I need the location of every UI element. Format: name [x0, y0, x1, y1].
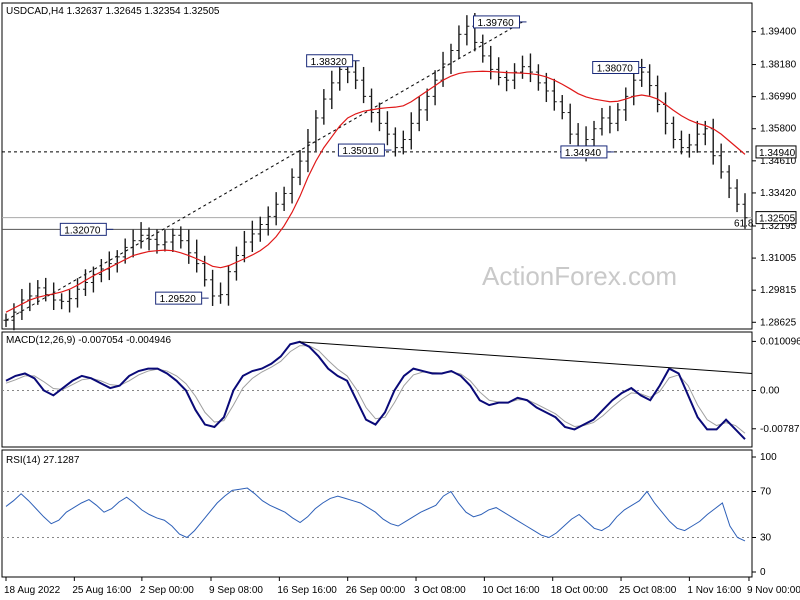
rsi-tick-label: 0: [760, 567, 766, 578]
current-price-tag-box: [755, 211, 797, 225]
time-tick-label: 3 Oct 08:00: [414, 585, 466, 596]
time-tick-label: 18 Oct 00:00: [551, 585, 609, 596]
time-tick-label: 2 Sep 00:00: [140, 585, 194, 596]
macd-signal-line: [5, 345, 746, 434]
current-price-tag-label: 1.32505: [759, 214, 796, 225]
price-axis: 1.39400 1.38180 1.36990 1.35800 1.34610 1.334…: [752, 27, 797, 328]
rsi-line: [5, 487, 746, 542]
time-tick-label: 10 Oct 16:00: [482, 585, 540, 596]
price-annotation-label: 1.38320: [311, 57, 348, 68]
level-tag-label: 1.34940: [759, 148, 796, 159]
price-annotation-label: 1.32070: [64, 225, 101, 236]
time-tick-label: 18 Aug 2022: [4, 585, 61, 596]
macd-title: MACD(12,26,9) -0.007054 -0.004946: [6, 335, 172, 346]
time-tick-label: 16 Sep 16:00: [277, 585, 337, 596]
price-tick-label: 1.36990: [760, 92, 797, 103]
level-tag-box: [755, 145, 797, 159]
time-tick-label: 25 Aug 16:00: [72, 585, 131, 596]
price-annotations: 1.39760 1.38320 1.38070 1.35010 1.34940 1.320…: [59, 15, 646, 305]
price-tick-label: 1.29815: [760, 285, 797, 296]
rsi-panel-frame: [1, 449, 753, 578]
time-tick-label: 1 Nov 16:00: [687, 585, 741, 596]
rsi-line: [5, 487, 746, 542]
price-annotation-box: [59, 222, 107, 236]
macd-panel-frame: [1, 331, 753, 448]
rsi-tick-label: 30: [760, 533, 772, 544]
macd-tick-label: 0.00: [760, 386, 780, 397]
macd-tick-label: 0.010096: [760, 336, 800, 347]
macd-main-line: [5, 340, 746, 440]
rsi-axis: 100 70 30 0: [2, 452, 777, 578]
macd-lines: [5, 340, 753, 440]
rsi-tick-label: 70: [760, 487, 772, 498]
price-tick-label: 1.32195: [760, 221, 797, 232]
time-tick-label: 9 Sep 08:00: [209, 585, 263, 596]
price-annotation-label: 1.38070: [597, 64, 634, 75]
macd-tick-label: -0.00787: [760, 424, 800, 435]
fib-label: 61.8: [734, 218, 754, 229]
moving-average: [5, 70, 746, 313]
time-tick-label: 9 Nov 00:00: [747, 585, 800, 596]
price-title: USDCAD,H4 1.32637 1.32645 1.32354 1.3250…: [6, 6, 220, 17]
price-tick-label: 1.31005: [760, 253, 797, 264]
price-tick-label: 1.33420: [760, 188, 797, 199]
watermark: ActionForex.com: [482, 261, 677, 291]
price-annotation-label: 1.34940: [565, 148, 602, 159]
price-annotation-label: 1.35010: [342, 146, 379, 157]
rsi-title: RSI(14) 27.1287: [6, 455, 80, 466]
time-tick-label: 25 Oct 08:00: [619, 585, 677, 596]
price-annotation-label: 1.39760: [478, 18, 515, 29]
time-tick-label: 26 Sep 00:00: [346, 585, 406, 596]
macd-trendline: [299, 341, 753, 374]
price-annotation-label: 1.29520: [160, 294, 197, 305]
price-tick-label: 1.39400: [760, 27, 797, 38]
price-tick-label: 1.38180: [760, 60, 797, 71]
moving-average-line: [5, 70, 746, 313]
price-tick-label: 1.35800: [760, 124, 797, 135]
current-price-tag: 1.34940 1.32505: [755, 145, 797, 225]
price-tick-label: 1.34610: [760, 156, 797, 167]
time-axis: 18 Aug 2022 25 Aug 16:00 2 Sep 00:00 9 Sep …: [4, 577, 800, 596]
rsi-tick-label: 100: [760, 452, 777, 463]
price-panel-frame: [1, 2, 753, 330]
price-tick-label: 1.28625: [760, 317, 797, 328]
